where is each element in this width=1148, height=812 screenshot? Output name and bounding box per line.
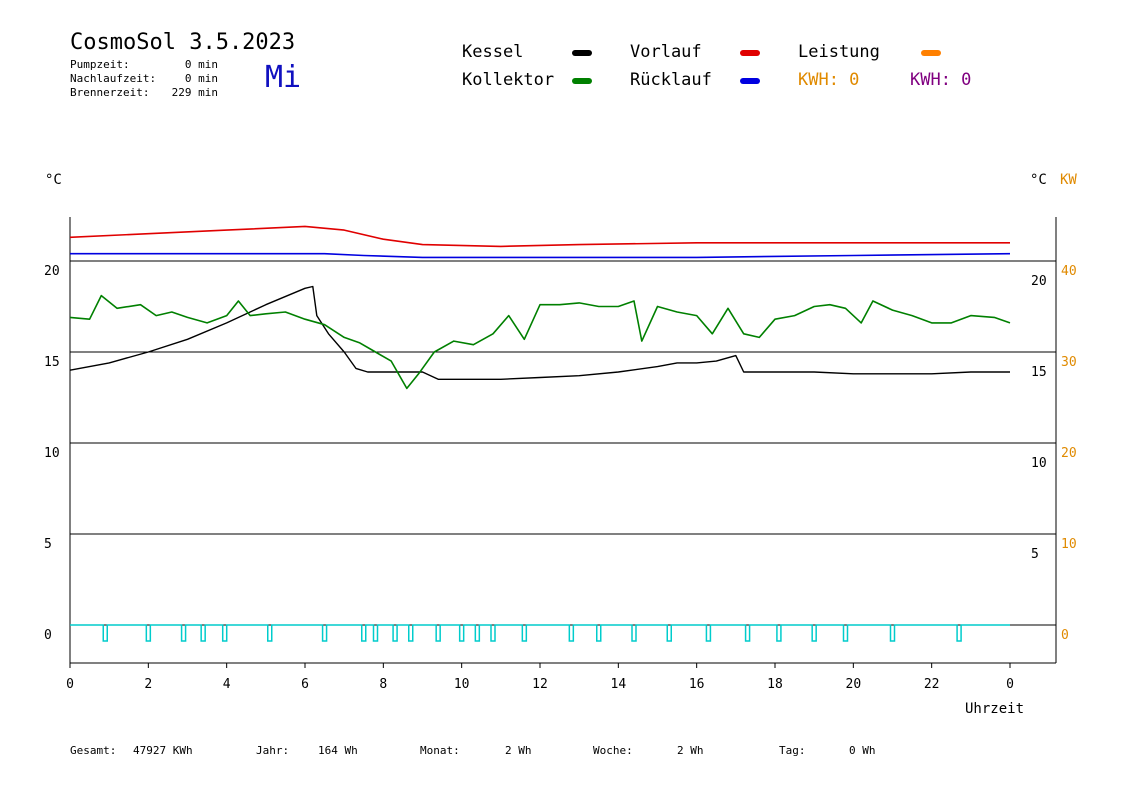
series-line-kessel [69,285,1010,380]
x-tick-label-9: 18 [767,677,783,692]
y-tick-kw-40: 40 [1061,264,1077,279]
legend-kessel-swatch [572,50,592,56]
footer-year-value: 164 Wh [318,744,358,757]
legend-vorlauf: Vorlauf [630,42,702,62]
right-axis-unit-kw: KW [1060,172,1077,188]
legend-vorlauf-swatch [740,50,760,56]
x-tick-label-12: 0 [1006,677,1014,692]
y-tick-left-20: 20 [44,264,60,279]
burner-time-label: Brennerzeit: [70,86,150,99]
y-tick-left-10: 10 [44,446,60,461]
x-tick-label-1: 2 [144,677,152,692]
footer-month-value: 2 Wh [505,744,532,757]
x-tick-label-0: 0 [66,677,74,692]
pump-time-value: 0 min [184,58,218,71]
y-tick-left-0: 0 [44,628,52,643]
afterrun-time-label: Nachlaufzeit: [70,72,157,85]
y-tick-right-10: 10 [1031,456,1047,471]
y-tick-right-15: 15 [1031,365,1047,380]
x-tick-label-6: 12 [532,677,548,692]
footer-week-value: 2 Wh [677,744,704,757]
x-tick-label-8: 16 [689,677,705,692]
y-tick-kw-0: 0 [1061,628,1069,643]
pump-time-label: Pumpzeit: [70,58,130,71]
x-tick-label-7: 14 [611,677,627,692]
legend-leistung: Leistung [798,42,880,62]
y-tick-kw-20: 20 [1061,446,1077,461]
x-tick-label-10: 20 [846,677,862,692]
series-line-ruecklauf [70,252,1011,259]
burner-time-value: 229 min [171,86,218,99]
y-tick-right-20: 20 [1031,274,1047,289]
footer-month-label: Monat: [420,744,460,757]
legend-ruecklauf-swatch [740,78,760,84]
footer-day-label: Tag: [779,744,806,757]
y-tick-kw-10: 10 [1061,537,1077,552]
legend-kessel: Kessel [462,42,524,62]
x-tick-label-5: 10 [454,677,470,692]
footer-year-label: Jahr: [256,744,290,757]
footer-total-value: 47927 KWh [133,744,193,757]
footer-week-label: Woche: [593,744,633,757]
chart-title: CosmoSol 3.5.2023 [70,30,296,55]
series-line-vorlauf [69,225,1010,248]
legend-ruecklauf: Rücklauf [630,70,712,90]
kwh-orange-value: KWH: 0 [798,70,860,90]
y-tick-right-5: 5 [1031,547,1039,562]
y-tick-left-5: 5 [44,537,52,552]
legend-leistung-swatch [921,50,941,56]
legend-kollektor: Kollektor [462,70,555,90]
y-tick-left-15: 15 [44,355,60,370]
footer-total-label: Gesamt: [70,744,117,757]
kwh-purple-value: KWH: 0 [910,70,972,90]
x-axis-label: Uhrzeit [965,701,1025,717]
x-tick-label-2: 4 [223,677,231,692]
y-tick-kw-30: 30 [1061,355,1077,370]
footer-day-value: 0 Wh [849,744,876,757]
afterrun-time-value: 0 min [184,72,218,85]
right-axis-unit: °C [1030,172,1047,188]
legend-kollektor-swatch [572,78,592,84]
left-axis-unit: °C [45,172,62,188]
x-tick-label-4: 8 [379,677,387,692]
x-tick-label-11: 22 [924,677,940,692]
series-line-kollektor [69,294,1011,390]
weekday-label: Mi [265,60,302,95]
pump-signal-line [70,624,1010,642]
x-tick-label-3: 6 [301,677,309,692]
